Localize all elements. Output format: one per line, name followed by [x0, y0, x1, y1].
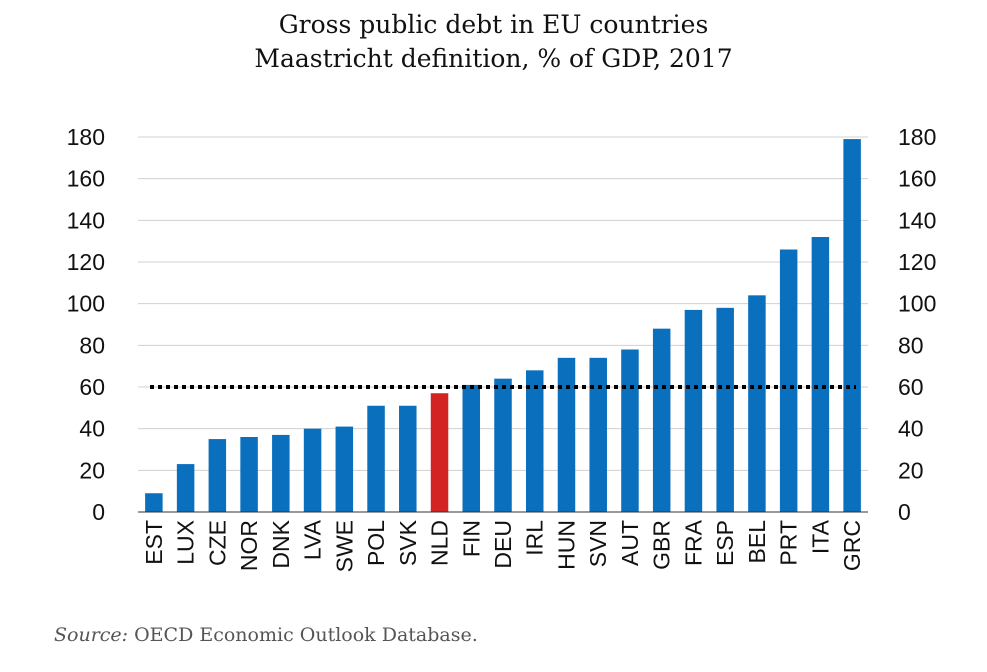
x-tick-label-svn: SVN	[585, 520, 611, 567]
y-tick-label-right: 120	[898, 249, 936, 275]
y-tick-label-right: 80	[898, 332, 924, 358]
x-tick-label-fin: FIN	[458, 520, 484, 557]
y-tick-label-right: 40	[898, 416, 924, 442]
y-tick-label-left: 40	[79, 416, 105, 442]
x-tick-label-lva: LVA	[300, 519, 326, 560]
y-tick-label-right: 60	[898, 374, 924, 400]
bar-dnk	[272, 434, 290, 512]
bar-swe	[335, 426, 354, 512]
y-tick-label-left: 180	[67, 124, 105, 150]
y-tick-label-left: 0	[92, 499, 105, 525]
bar-pol	[367, 405, 385, 512]
x-tick-label-lux: LUX	[173, 520, 199, 565]
bar-bel	[748, 295, 766, 512]
y-tick-label-right: 160	[898, 166, 936, 192]
bar-fra	[684, 309, 703, 512]
y-tick-label-left: 60	[79, 374, 105, 400]
x-tick-label-esp: ESP	[712, 520, 738, 566]
x-tick-label-bel: BEL	[744, 520, 770, 564]
bar-fin	[462, 384, 481, 512]
x-tick-label-est: EST	[141, 520, 167, 565]
source-note: Source: OECD Economic Outlook Database.	[54, 624, 478, 646]
chart-subtitle: Maastricht definition, % of GDP, 2017	[254, 44, 733, 73]
y-tick-label-left: 20	[79, 457, 105, 483]
bar-nld	[430, 393, 449, 512]
x-tick-label-nor: NOR	[236, 520, 262, 571]
bar-grc	[843, 139, 861, 513]
y-tick-label-left: 100	[67, 291, 105, 317]
chart-title: Gross public debt in EU countries	[278, 10, 709, 39]
bar-gbr	[652, 328, 671, 512]
bar-svk	[399, 405, 417, 512]
x-tick-label-grc: GRC	[839, 520, 865, 571]
bar-nor	[240, 437, 258, 512]
bar-deu	[494, 378, 512, 512]
y-tick-label-left: 80	[79, 332, 105, 358]
bar-ita	[811, 237, 830, 512]
bar-lva	[303, 428, 322, 512]
x-tick-label-prt: PRT	[776, 520, 802, 566]
x-tick-label-svk: SVK	[395, 519, 421, 566]
x-tick-label-hun: HUN	[553, 520, 579, 570]
y-tick-label-left: 140	[67, 207, 105, 233]
y-tick-label-right: 140	[898, 207, 936, 233]
x-tick-label-dnk: DNK	[268, 519, 294, 568]
x-tick-label-aut: AUT	[617, 520, 643, 566]
source-label: Source:	[54, 624, 129, 646]
x-tick-label-pol: POL	[363, 520, 389, 566]
bar-prt	[779, 249, 798, 512]
x-tick-label-gbr: GBR	[649, 520, 675, 570]
x-tick-label-ita: ITA	[807, 519, 833, 554]
bar-irl	[525, 370, 544, 512]
bar-lux	[176, 464, 195, 512]
x-tick-label-fra: FRA	[680, 519, 706, 566]
y-tick-label-right: 0	[898, 499, 911, 525]
y-tick-label-right: 100	[898, 291, 936, 317]
y-tick-label-left: 160	[67, 166, 105, 192]
bar-esp	[716, 307, 734, 512]
bar-cze	[208, 439, 227, 512]
bar-aut	[621, 349, 639, 512]
y-tick-label-right: 180	[898, 124, 936, 150]
source-text: OECD Economic Outlook Database.	[128, 624, 478, 646]
x-tick-label-irl: IRL	[522, 520, 548, 556]
bar-hun	[557, 357, 576, 512]
bar-est	[145, 493, 163, 512]
x-tick-label-deu: DEU	[490, 520, 516, 569]
bar-svn	[589, 357, 607, 512]
y-tick-label-right: 20	[898, 457, 924, 483]
x-tick-label-swe: SWE	[331, 520, 357, 572]
y-tick-label-left: 120	[67, 249, 105, 275]
x-tick-label-cze: CZE	[204, 520, 230, 566]
x-tick-label-nld: NLD	[427, 520, 453, 566]
